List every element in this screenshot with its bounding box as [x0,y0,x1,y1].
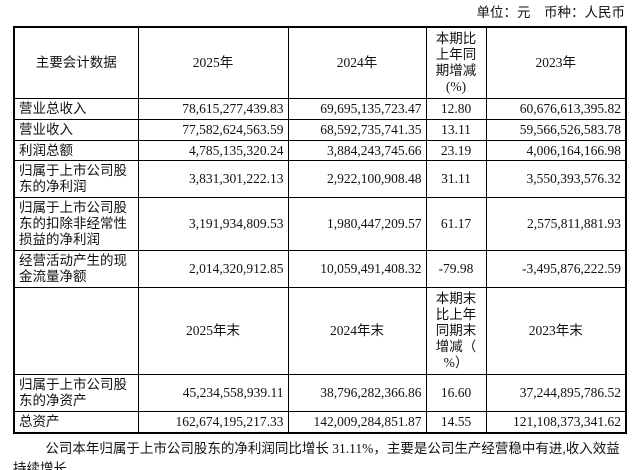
value-2025: 4,785,135,320.24 [137,139,289,162]
yoy-change: 14.55 [425,410,487,434]
yoy-change: 13.11 [425,118,487,141]
metric-label: 总资产 [13,410,139,434]
header-year-2025: 2025年 [137,26,289,99]
yoy-change: 16.60 [425,373,487,412]
yoy-change: 31.11 [425,160,487,199]
header-year-2024: 2024年 [287,26,427,99]
table-row-operating-cash-flow: 经营活动产生的现金流量净额 2,014,320,912.85 10,059,49… [13,250,627,288]
metric-label: 经营活动产生的现金流量净额 [13,250,139,288]
value-2025: 3,191,934,809.53 [137,197,289,252]
value-2024: 38,796,282,366.86 [287,373,427,412]
header-metric-label: 主要会计数据 [13,26,139,99]
table-row-net-profit-excl-nonrecurring: 归属于上市公司股东的扣除非经常性损益的净利润 3,191,934,809.53 … [13,197,627,252]
value-2025: 77,582,624,563.59 [137,118,289,141]
table-row-operating-revenue: 营业收入 77,582,624,563.59 68,592,735,741.35… [13,118,627,141]
table-row-net-assets-attributable: 归属于上市公司股东的净资产 45,234,558,939.11 38,796,2… [13,373,627,412]
table-header-period-end: 2025年末 2024年末 本期末 比上年 同期末 增减（ %） 2023年末 [13,286,627,375]
table-row-total-profit: 利润总额 4,785,135,320.24 3,884,243,745.66 2… [13,139,627,162]
value-2023: 59,566,526,583.78 [485,118,627,141]
commentary-note: 公司本年归属于上市公司股东的净利润同比增长 31.11%，主要是公司生产经营稳中… [13,440,620,470]
yoy-change: 12.80 [425,97,487,120]
key-accounting-data-table: 主要会计数据 2025年 2024年 本期比 上年同 期增减 (%) 2023年… [13,26,627,434]
header-end-change: 本期末 比上年 同期末 增减（ %） [425,286,487,375]
header-empty-cell [13,286,139,375]
value-2024: 68,592,735,741.35 [287,118,427,141]
header-end-2025: 2025年末 [137,286,289,375]
value-2023: -3,495,876,222.59 [485,250,627,288]
value-2024: 3,884,243,745.66 [287,139,427,162]
metric-label: 营业总收入 [13,97,139,120]
value-2024: 69,695,135,723.47 [287,97,427,120]
value-2025: 78,615,277,439.83 [137,97,289,120]
value-2023: 4,006,164,166.98 [485,139,627,162]
value-2023: 37,244,895,786.52 [485,373,627,412]
metric-label: 营业收入 [13,118,139,141]
value-2025: 2,014,320,912.85 [137,250,289,288]
yoy-change: 23.19 [425,139,487,162]
value-2025: 45,234,558,939.11 [137,373,289,412]
header-end-2024: 2024年末 [287,286,427,375]
table-row-total-assets: 总资产 162,674,195,217.33 142,009,284,851.8… [13,410,627,434]
value-2024: 1,980,447,209.57 [287,197,427,252]
value-2023: 3,550,393,576.32 [485,160,627,199]
yoy-change: 61.17 [425,197,487,252]
yoy-change: -79.98 [425,250,487,288]
table-row-net-profit-attributable: 归属于上市公司股东的净利润 3,831,301,222.13 2,922,100… [13,160,627,199]
metric-label: 归属于上市公司股东的扣除非经常性损益的净利润 [13,197,139,252]
value-2025: 3,831,301,222.13 [137,160,289,199]
value-2024: 142,009,284,851.87 [287,410,427,434]
value-2024: 10,059,491,408.32 [287,250,427,288]
table-row-total-revenue: 营业总收入 78,615,277,439.83 69,695,135,723.4… [13,97,627,120]
value-2023: 121,108,373,341.62 [485,410,627,434]
value-2024: 2,922,100,908.48 [287,160,427,199]
header-year-2023: 2023年 [485,26,627,99]
header-yoy-change: 本期比 上年同 期增减 (%) [425,26,487,99]
unit-currency-line: 单位：元 币种：人民币 [476,5,626,20]
value-2023: 60,676,613,395.82 [485,97,627,120]
value-2023: 2,575,811,881.93 [485,197,627,252]
table-header-annual: 主要会计数据 2025年 2024年 本期比 上年同 期增减 (%) 2023年 [13,26,627,99]
header-end-2023: 2023年末 [485,286,627,375]
metric-label: 归属于上市公司股东的净资产 [13,373,139,412]
metric-label: 利润总额 [13,139,139,162]
metric-label: 归属于上市公司股东的净利润 [13,160,139,199]
value-2025: 162,674,195,217.33 [137,410,289,434]
